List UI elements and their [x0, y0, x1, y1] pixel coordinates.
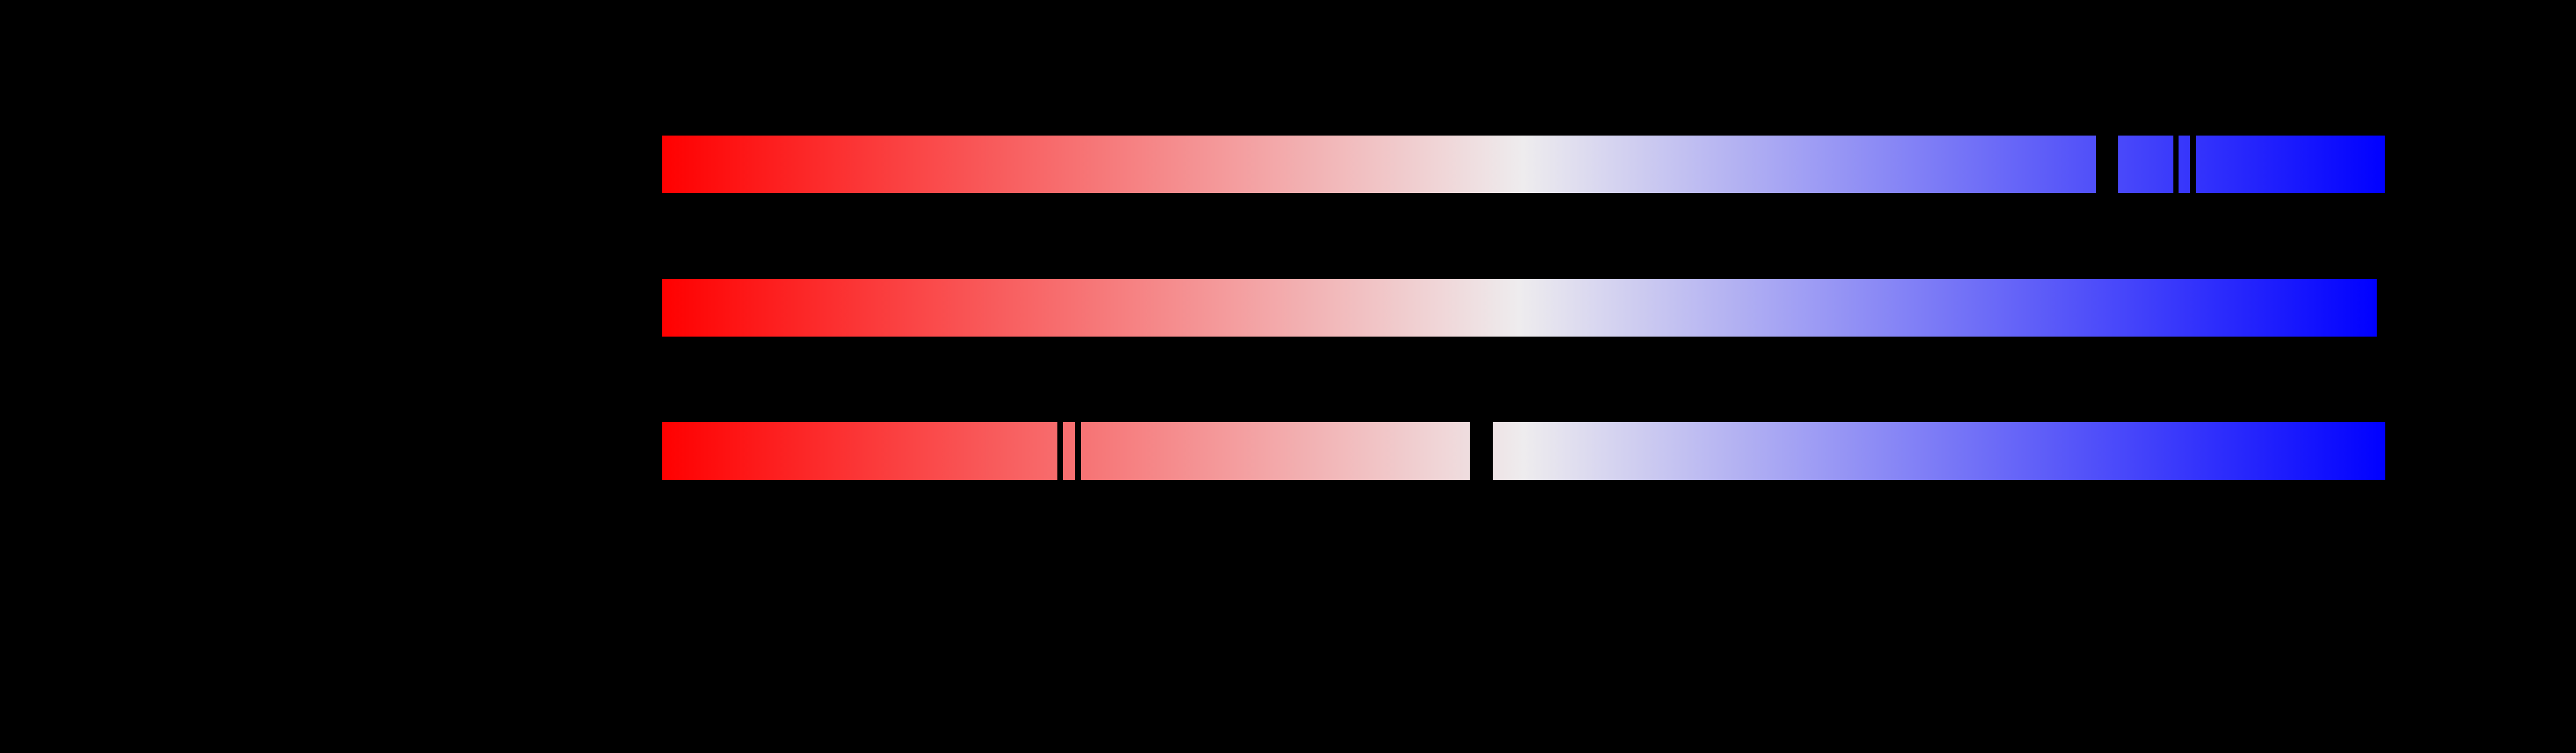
- missing-data-gap: [1075, 422, 1081, 480]
- missing-data-gap: [2190, 136, 2196, 193]
- missing-data-gap: [1470, 422, 1493, 480]
- gradient-bar-row-strip-1-top: [662, 136, 2385, 193]
- missing-data-gap: [2173, 136, 2179, 193]
- gradient-bar-row-strip-2-middle: [662, 279, 2377, 337]
- missing-data-gap: [1057, 422, 1063, 480]
- missing-data-gap: [2096, 136, 2118, 193]
- gradient-bar-row-strip-3-bottom: [662, 422, 2385, 480]
